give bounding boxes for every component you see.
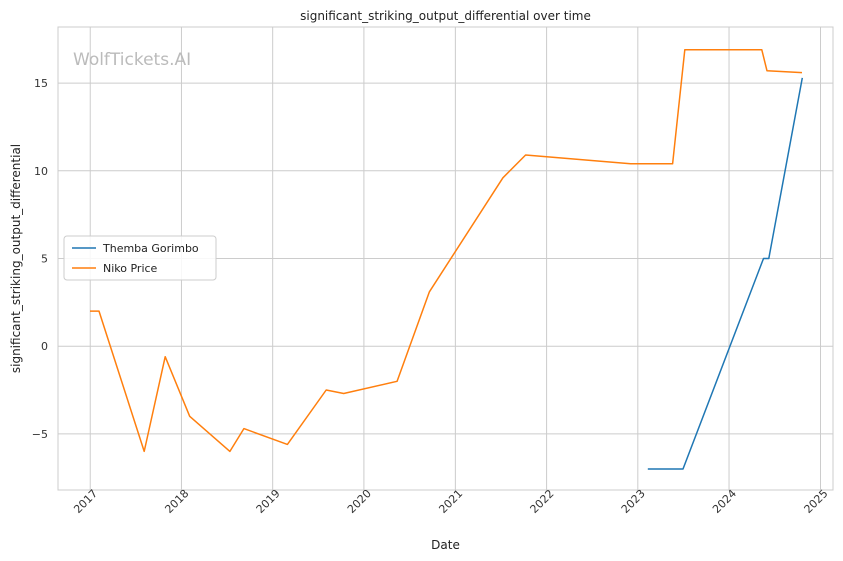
x-tick-label: 2022 [528,487,557,516]
legend: Themba Gorimbo Niko Price [63,235,217,281]
x-tick-label: 2023 [619,487,648,516]
y-tick-label: 5 [41,253,48,266]
y-tick-label: 15 [34,77,48,90]
series-line-1 [90,49,803,453]
plot-frame [57,26,834,491]
x-tick-label: 2021 [436,487,465,516]
y-tick-label: −5 [32,428,48,441]
legend-label: Niko Price [103,262,158,275]
y-axis-title: significant_striking_output_differential [9,144,23,373]
x-tick-label: 2017 [71,487,100,516]
x-axis-title: Date [431,538,460,552]
series-lines [90,49,804,470]
x-axis-ticks: 2017 2018 2019 2020 2021 2022 2023 2024 2025 [71,487,830,516]
x-tick-label: 2018 [162,487,191,516]
series-line-0 [647,77,804,470]
y-tick-label: 10 [34,165,48,178]
watermark: WolfTickets.AI [73,50,191,70]
y-axis-ticks: −5 0 5 10 15 [32,77,48,441]
legend-label: Themba Gorimbo [102,242,199,255]
x-tick-label: 2020 [345,487,374,516]
x-tick-label: 2024 [710,487,739,516]
legend-box [63,235,217,281]
x-tick-label: 2019 [254,487,283,516]
x-tick-label: 2025 [802,487,831,516]
chart-title: significant_striking_output_differential… [300,9,591,23]
y-tick-label: 0 [41,340,48,353]
